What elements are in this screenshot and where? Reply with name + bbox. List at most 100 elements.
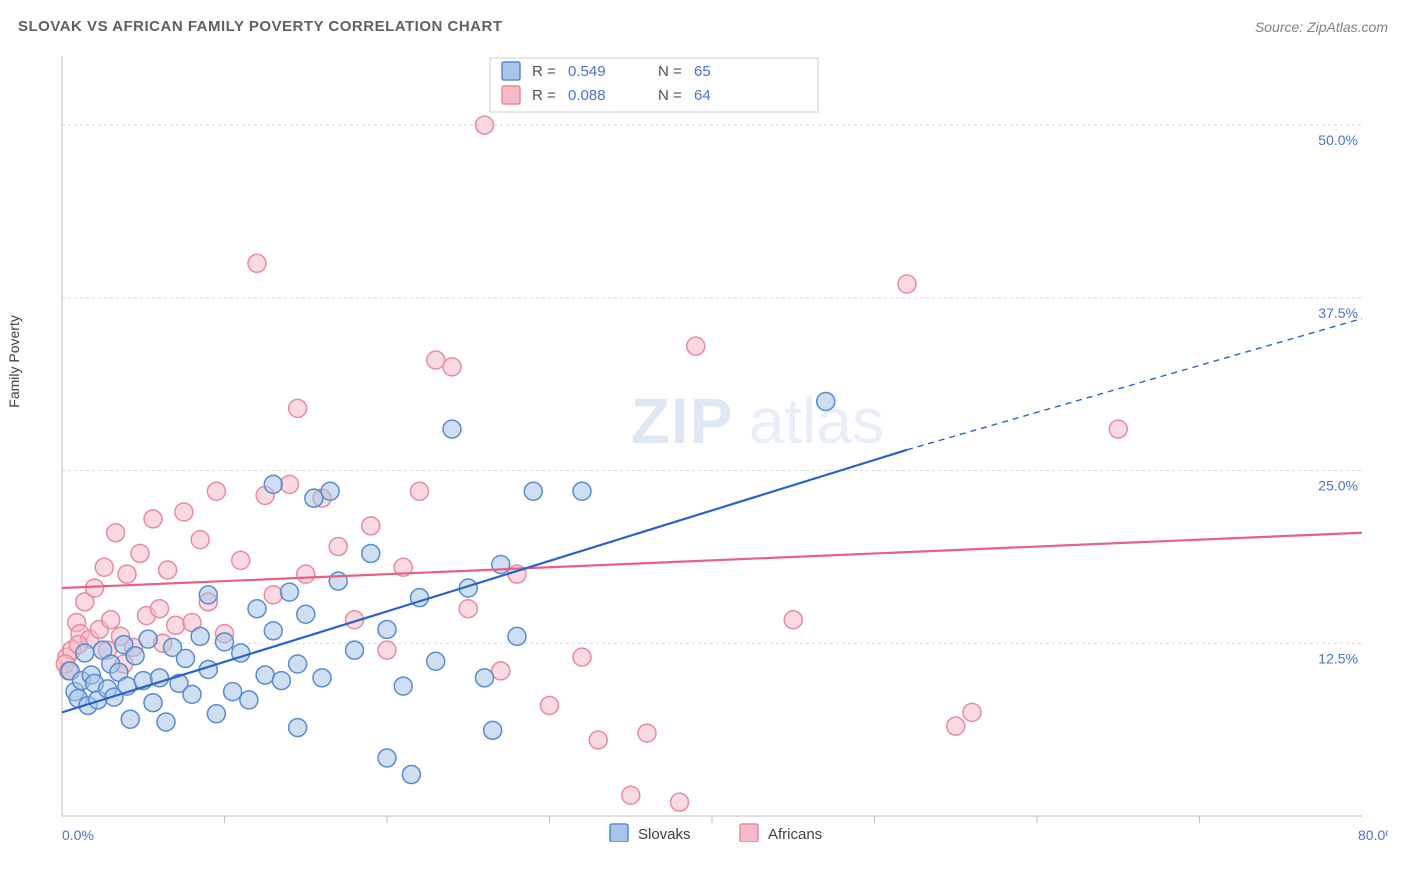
data-point-african: [411, 482, 429, 500]
data-point-african: [191, 531, 209, 549]
data-point-slovak: [248, 600, 266, 618]
data-point-slovak: [484, 721, 502, 739]
data-point-slovak: [402, 766, 420, 784]
data-point-slovak: [191, 627, 209, 645]
data-point-african: [476, 116, 494, 134]
data-point-slovak: [817, 392, 835, 410]
legend-series-label: Africans: [768, 826, 822, 842]
legend-r-label: R =: [532, 87, 556, 104]
data-point-african: [362, 517, 380, 535]
data-point-slovak: [362, 544, 380, 562]
y-tick-label: 37.5%: [1318, 305, 1358, 321]
data-point-slovak: [346, 641, 364, 659]
data-point-slovak: [443, 420, 461, 438]
chart-area: Family Poverty ZIPatlas12.5%25.0%37.5%50…: [50, 50, 1388, 842]
data-point-african: [151, 600, 169, 618]
data-point-slovak: [121, 710, 139, 728]
data-point-african: [573, 648, 591, 666]
legend-n-label: N =: [658, 87, 682, 104]
data-point-african: [232, 551, 250, 569]
data-point-african: [264, 586, 282, 604]
legend-swatch: [740, 824, 758, 842]
data-point-slovak: [476, 669, 494, 687]
data-point-slovak: [394, 677, 412, 695]
legend-r-label: R =: [532, 63, 556, 80]
data-point-slovak: [289, 719, 307, 737]
data-point-slovak: [321, 482, 339, 500]
legend-swatch: [610, 824, 628, 842]
x-tick-label-max: 80.0%: [1358, 827, 1388, 842]
data-point-african: [102, 611, 120, 629]
data-point-slovak: [157, 713, 175, 731]
data-point-african: [159, 561, 177, 579]
data-point-slovak: [139, 630, 157, 648]
data-point-slovak: [256, 666, 274, 684]
data-point-african: [248, 254, 266, 272]
data-point-african: [86, 579, 104, 597]
data-point-slovak: [427, 652, 445, 670]
data-point-african: [175, 503, 193, 521]
data-point-african: [131, 544, 149, 562]
data-point-african: [638, 724, 656, 742]
data-point-slovak: [240, 691, 258, 709]
data-point-slovak: [177, 649, 195, 667]
data-point-african: [107, 524, 125, 542]
watermark-zip: ZIP: [631, 385, 734, 457]
data-point-slovak: [264, 622, 282, 640]
data-point-african: [95, 558, 113, 576]
data-point-african: [671, 793, 689, 811]
data-point-slovak: [281, 583, 299, 601]
data-point-slovak: [289, 655, 307, 673]
x-tick-label-min: 0.0%: [62, 827, 94, 842]
data-point-slovak: [378, 620, 396, 638]
data-point-slovak: [264, 475, 282, 493]
data-point-african: [144, 510, 162, 528]
data-point-slovak: [492, 556, 510, 574]
data-point-slovak: [183, 685, 201, 703]
data-point-african: [427, 351, 445, 369]
data-point-african: [1109, 420, 1127, 438]
data-point-slovak: [272, 672, 290, 690]
trend-line-slovak-extrapolated: [907, 319, 1362, 450]
data-point-slovak: [313, 669, 331, 687]
data-point-african: [687, 337, 705, 355]
data-point-african: [289, 399, 307, 417]
legend-r-value: 0.549: [568, 63, 606, 80]
data-point-african: [784, 611, 802, 629]
legend-r-value: 0.088: [568, 87, 606, 104]
y-tick-label: 12.5%: [1318, 650, 1358, 666]
y-axis-label: Family Poverty: [6, 315, 22, 408]
data-point-slovak: [126, 647, 144, 665]
y-tick-label: 50.0%: [1318, 132, 1358, 148]
data-point-african: [207, 482, 225, 500]
data-point-african: [898, 275, 916, 293]
legend-series-label: Slovaks: [638, 826, 691, 842]
y-tick-label: 25.0%: [1318, 478, 1358, 494]
data-point-african: [459, 600, 477, 618]
data-point-african: [541, 696, 559, 714]
trend-line-african: [62, 533, 1362, 588]
data-point-african: [963, 703, 981, 721]
legend-swatch: [502, 86, 520, 104]
scatter-chart: ZIPatlas12.5%25.0%37.5%50.0%0.0%80.0%R =…: [50, 50, 1388, 842]
data-point-african: [622, 786, 640, 804]
data-point-slovak: [144, 694, 162, 712]
legend-n-value: 65: [694, 63, 711, 80]
source-attribution: Source: ZipAtlas.com: [1255, 19, 1388, 35]
data-point-slovak: [329, 572, 347, 590]
data-point-african: [118, 565, 136, 583]
data-point-african: [443, 358, 461, 376]
data-point-slovak: [524, 482, 542, 500]
data-point-african: [281, 475, 299, 493]
data-point-slovak: [573, 482, 591, 500]
chart-title: SLOVAK VS AFRICAN FAMILY POVERTY CORRELA…: [18, 18, 502, 35]
data-point-african: [378, 641, 396, 659]
data-point-slovak: [297, 605, 315, 623]
data-point-slovak: [224, 683, 242, 701]
data-point-african: [329, 538, 347, 556]
legend-swatch: [502, 62, 520, 80]
data-point-african: [167, 616, 185, 634]
data-point-slovak: [207, 705, 225, 723]
data-point-slovak: [199, 586, 217, 604]
data-point-african: [492, 662, 510, 680]
